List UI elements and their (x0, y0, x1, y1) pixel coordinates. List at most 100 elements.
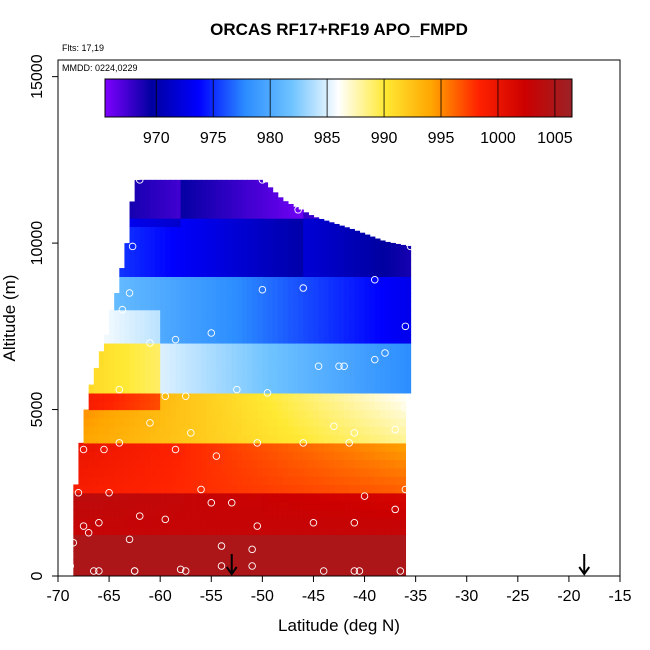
heatmap-cell (190, 401, 197, 411)
heatmap-cell (201, 442, 207, 452)
heatmap-cell (364, 459, 371, 469)
heatmap-cell (206, 384, 212, 394)
heatmap-cell (282, 234, 289, 244)
heatmap-cell (83, 484, 90, 494)
heatmap-cell (221, 417, 228, 427)
heatmap-cell (298, 559, 304, 569)
heatmap-cell (390, 384, 396, 394)
heatmap-cell (318, 559, 325, 569)
heatmap-cell (170, 309, 177, 319)
y-tick-label: 0 (29, 571, 46, 580)
sample-point (146, 339, 154, 347)
heatmap-cell (241, 251, 248, 261)
heatmap-cell (216, 476, 223, 486)
heatmap-cell (175, 492, 182, 502)
heatmap-cell (247, 179, 253, 186)
heatmap-cell (195, 409, 202, 419)
heatmap-cell (318, 218, 325, 228)
heatmap-cell (262, 251, 269, 261)
heatmap-cell (272, 551, 279, 560)
heatmap-cell (313, 318, 320, 327)
heatmap-cell (252, 309, 258, 319)
heatmap-cell (195, 218, 202, 228)
heatmap-cell (221, 268, 228, 277)
heatmap-cell (359, 326, 366, 336)
heatmap-cell (93, 476, 100, 486)
heatmap-cell (134, 184, 141, 194)
heatmap-cell (180, 534, 187, 544)
heatmap-cell (349, 467, 355, 477)
heatmap-cell (144, 509, 151, 519)
heatmap-cell (241, 392, 248, 402)
heatmap-cell (190, 318, 197, 327)
heatmap-cell (277, 268, 284, 277)
heatmap-cell (206, 484, 212, 494)
heatmap-cell (328, 384, 335, 394)
heatmap-cell (88, 459, 95, 469)
heatmap-cell (241, 567, 248, 576)
heatmap-cell (139, 401, 146, 411)
heatmap-cell (252, 179, 258, 186)
heatmap-cell (364, 517, 371, 527)
heatmap-cell (170, 268, 177, 277)
heatmap-cell (344, 384, 350, 394)
heatmap-cell (221, 301, 228, 311)
heatmap-cell (379, 359, 386, 369)
heatmap-cell (195, 442, 202, 452)
heatmap-cell (272, 251, 279, 261)
heatmap-cell (119, 392, 126, 402)
heatmap-cell (369, 351, 376, 361)
heatmap-cell (384, 259, 391, 269)
heatmap-cell (282, 209, 289, 219)
heatmap-cell (165, 409, 171, 419)
heatmap-cell (400, 318, 407, 327)
heatmap-cell (170, 326, 177, 336)
heatmap-cell (103, 376, 110, 386)
heatmap-cell (384, 392, 391, 402)
heatmap-cell (190, 492, 197, 502)
heatmap-cell (308, 484, 315, 494)
heatmap-cell (272, 276, 279, 286)
heatmap-cell (318, 459, 325, 469)
heatmap-cell (180, 259, 187, 269)
heatmap-cell (339, 451, 345, 461)
heatmap-cell (328, 459, 335, 469)
heatmap-cell (211, 492, 217, 502)
heatmap-cell (359, 517, 366, 527)
heatmap-cell (221, 467, 228, 477)
heatmap-cell (119, 284, 126, 294)
heatmap-cell (236, 226, 243, 236)
heatmap-cell (241, 318, 248, 327)
heatmap-cell (262, 326, 269, 336)
heatmap-cell (160, 268, 166, 277)
heatmap-cell (201, 517, 207, 527)
heatmap-cell (390, 551, 396, 560)
heatmap-cell (144, 376, 151, 386)
heatmap-cell (211, 401, 217, 411)
heatmap-cell (395, 526, 401, 535)
heatmap-cell (364, 234, 371, 244)
heatmap-cell (216, 426, 223, 436)
heatmap-cell (175, 184, 182, 194)
heatmap-cell (165, 484, 171, 494)
heatmap-cell (277, 259, 284, 269)
heatmap-cell (374, 467, 381, 477)
heatmap-cell (374, 301, 381, 311)
heatmap-cell (98, 351, 105, 361)
heatmap-cell (195, 451, 202, 461)
heatmap-cell (272, 509, 279, 519)
x-tick-label: -45 (302, 588, 325, 605)
heatmap-cell (103, 417, 110, 427)
heatmap-cell (114, 309, 120, 319)
heatmap-cell (349, 326, 355, 336)
heatmap-cell (201, 417, 207, 427)
heatmap-cell (308, 318, 315, 327)
heatmap-cell (109, 459, 115, 469)
heatmap-cell (180, 526, 187, 535)
heatmap-cell (93, 384, 100, 394)
heatmap-cell (109, 426, 115, 436)
heatmap-cell (170, 234, 177, 244)
heatmap-cell (287, 401, 294, 411)
heatmap-cell (293, 367, 299, 377)
heatmap-cell (93, 409, 100, 419)
